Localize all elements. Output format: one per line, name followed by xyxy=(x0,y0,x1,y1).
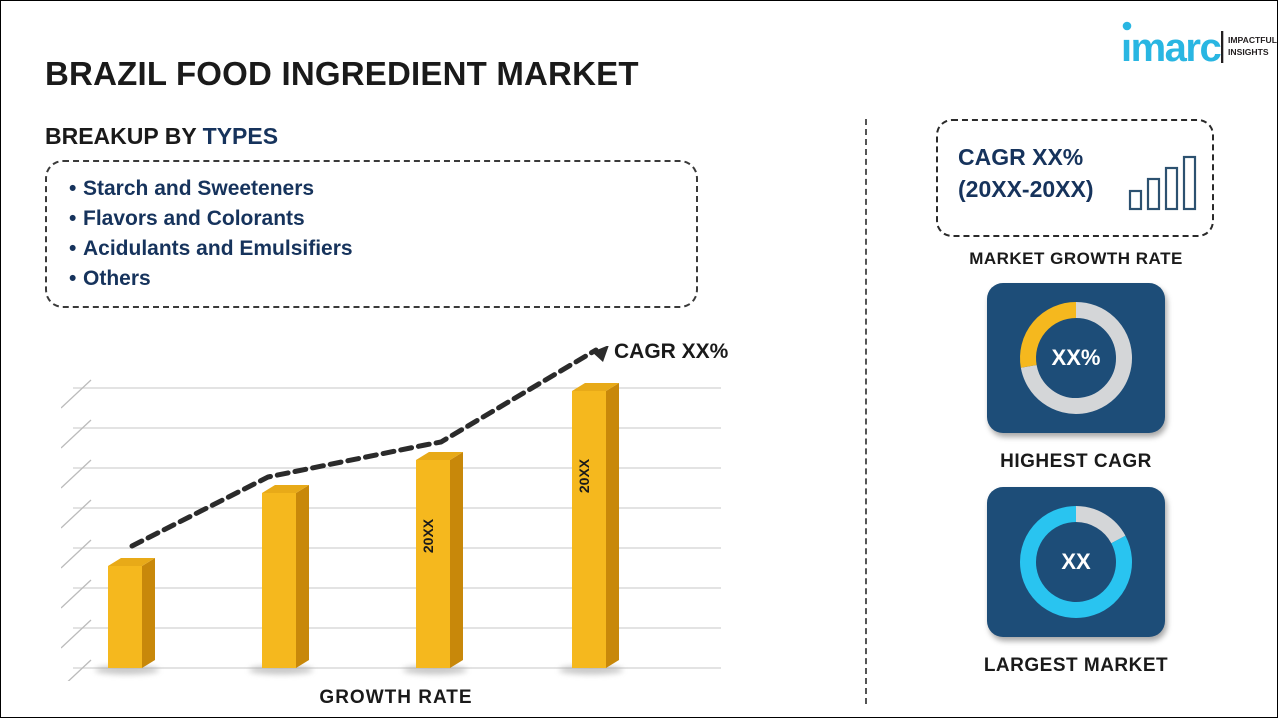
svg-text:INSIGHTS: INSIGHTS xyxy=(1228,47,1269,57)
svg-text:imarc: imarc xyxy=(1121,26,1221,70)
svg-text:IMPACTFUL: IMPACTFUL xyxy=(1228,35,1277,45)
svg-text:XX%: XX% xyxy=(1052,345,1101,370)
svg-text:20XX: 20XX xyxy=(576,458,592,493)
svg-text:XX: XX xyxy=(1061,549,1091,574)
svg-text:20XX: 20XX xyxy=(420,518,436,553)
